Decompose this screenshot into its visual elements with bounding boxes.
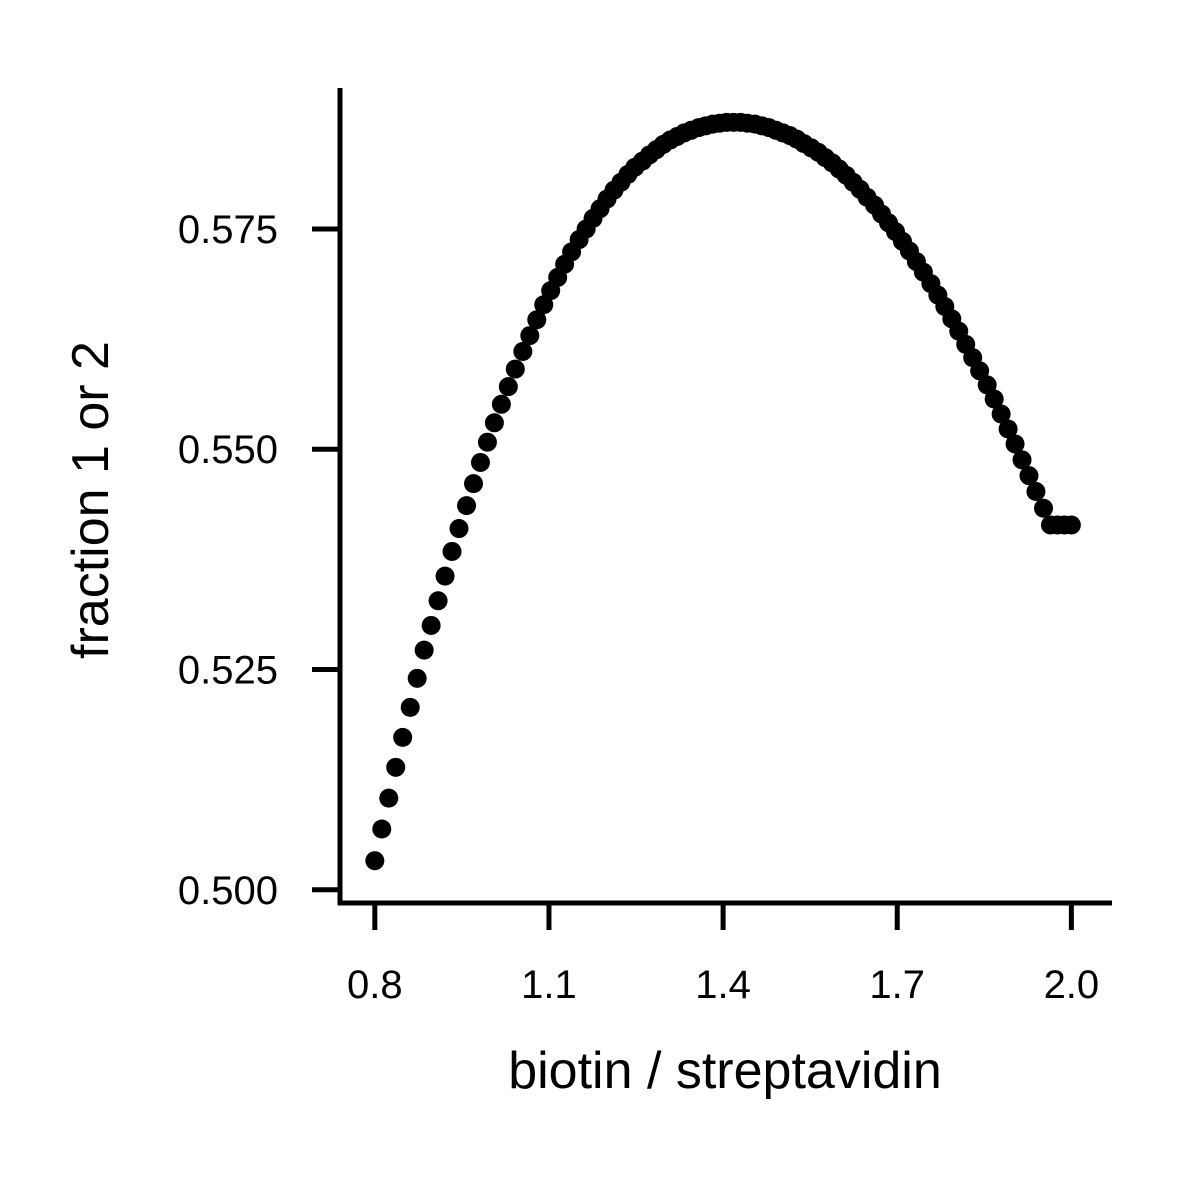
data-point [464,474,484,494]
data-point [527,310,547,330]
y-tick-label: 0.500 [178,869,278,913]
data-point [970,361,990,381]
data-point [372,819,392,839]
data-point [470,452,490,472]
data-point [1005,434,1025,454]
data-point [379,788,399,808]
data-point [977,375,997,395]
data-point [991,404,1011,424]
x-tick-label: 1.4 [695,963,751,1007]
x-axis-label: biotin / streptavidin [508,1042,942,1100]
data-point [505,359,525,379]
data-point [365,851,385,871]
data-point [400,697,420,717]
data-point [520,326,540,346]
data-point [386,757,406,777]
data-point [1026,482,1046,502]
data-point [1019,466,1039,486]
data-point [534,295,554,315]
y-tick-label: 0.575 [178,208,278,252]
data-point [407,668,427,688]
x-tick-label: 0.8 [347,963,403,1007]
data-point [513,341,533,361]
data-point [984,389,1004,409]
data-point [498,377,518,397]
data-point [442,541,462,561]
y-axis-label: fraction 1 or 2 [62,341,120,659]
x-tick-label: 1.1 [521,963,577,1007]
y-tick-label: 0.550 [178,428,278,472]
data-point [1012,450,1032,470]
data-point [449,519,469,539]
data-point [477,432,497,452]
data-point [428,591,448,611]
data-point [393,727,413,747]
x-tick-label: 1.7 [869,963,925,1007]
data-point [484,413,504,433]
x-tick-label: 2.0 [1044,963,1100,1007]
data-point [414,640,434,660]
data-point [457,496,477,516]
data-point [1061,515,1081,535]
data-point [421,615,441,635]
data-point [435,566,455,586]
data-point [998,419,1018,439]
data-point [491,394,511,414]
data-point [1034,498,1054,518]
data-points [365,112,1081,871]
y-tick-label: 0.525 [178,649,278,693]
axes: 0.8 1.1 1.4 1.7 2.0 0.500 0.525 0.550 0.575 [178,88,1112,1007]
